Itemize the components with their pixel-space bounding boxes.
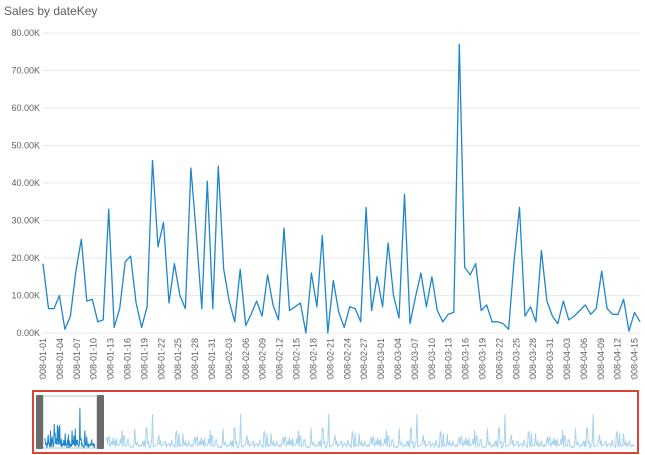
x-tick-label: 2008-02-03 xyxy=(224,338,234,380)
x-axis-ticks: 2008-01-01 2008-01-04 2008-01-07 2008-01-10… xyxy=(38,338,640,380)
x-tick-label: 2008-01-13 xyxy=(106,338,116,380)
x-tick-label: 2008-02-21 xyxy=(325,338,335,380)
y-tick-label: 20.00K xyxy=(11,253,40,263)
x-tick-label: 2008-01-16 xyxy=(123,338,133,380)
x-tick-label: 2008-03-25 xyxy=(511,338,521,380)
x-tick-label: 2008-03-07 xyxy=(410,338,420,380)
x-tick-label: 2008-02-15 xyxy=(292,338,302,380)
x-tick-label: 2008-01-07 xyxy=(72,338,82,380)
x-tick-label: 2008-01-01 xyxy=(38,338,48,380)
x-tick-label: 2008-04-12 xyxy=(613,338,623,380)
x-tick-label: 2008-04-03 xyxy=(562,338,572,380)
x-tick-label: 2008-02-24 xyxy=(342,338,352,380)
navigator-right-handle[interactable] xyxy=(97,395,104,449)
x-tick-label: 2008-02-09 xyxy=(258,338,268,380)
x-tick-label: 2008-01-04 xyxy=(55,338,65,380)
x-tick-label: 2008-02-12 xyxy=(275,338,285,380)
sales-series-line xyxy=(42,43,641,334)
y-tick-label: 50.00K xyxy=(11,141,40,151)
x-tick-label: 2008-04-06 xyxy=(579,338,589,380)
x-tick-label: 2008-01-28 xyxy=(190,338,200,380)
x-tick-label: 2008-02-18 xyxy=(308,338,318,380)
navigator-left-handle[interactable] xyxy=(36,395,43,449)
x-tick-label: 2008-01-19 xyxy=(139,338,149,380)
x-tick-label: 2008-01-22 xyxy=(156,338,166,380)
x-tick-label: 2008-03-04 xyxy=(393,338,403,380)
x-tick-label: 2008-03-19 xyxy=(477,338,487,380)
x-tick-label: 2008-01-10 xyxy=(89,338,99,380)
x-tick-label: 2008-01-25 xyxy=(173,338,183,380)
x-tick-label: 2008-02-27 xyxy=(359,338,369,380)
x-tick-label: 2008-04-15 xyxy=(630,338,640,380)
y-tick-label: 60.00K xyxy=(11,103,40,113)
x-tick-label: 2008-03-10 xyxy=(427,338,437,380)
y-tick-label: 30.00K xyxy=(11,216,40,226)
series-layer xyxy=(42,43,641,334)
x-tick-label: 2008-03-28 xyxy=(528,338,538,380)
y-axis-ticks: 0.00K 10.00K 20.00K 30.00K 40.00K 50.00K 60.00… xyxy=(11,28,40,338)
x-tick-label: 2008-01-31 xyxy=(207,338,217,380)
x-tick-label: 2008-04-09 xyxy=(596,338,606,380)
main-line-chart: 0.00K 10.00K 20.00K 30.00K 40.00K 50.00K 60.00… xyxy=(11,28,641,380)
x-tick-label: 2008-03-31 xyxy=(545,338,555,380)
navigator-overview-series xyxy=(105,414,635,450)
y-tick-label: 80.00K xyxy=(11,28,40,38)
x-tick-label: 2008-03-13 xyxy=(444,338,454,380)
navigator-highlight-border xyxy=(32,390,639,454)
x-tick-label: 2008-03-22 xyxy=(494,338,504,380)
y-tick-label: 10.00K xyxy=(11,291,40,301)
navigator-overview-line xyxy=(105,414,635,450)
y-tick-label: 70.00K xyxy=(11,66,40,76)
x-tick-label: 2008-03-01 xyxy=(376,338,386,380)
x-tick-label: 2008-03-16 xyxy=(461,338,471,380)
y-tick-label: 0.00K xyxy=(16,328,40,338)
navigator-focus-series xyxy=(44,407,96,450)
x-tick-label: 2008-02-06 xyxy=(241,338,251,380)
y-tick-label: 40.00K xyxy=(11,178,40,188)
navigator-focus-line xyxy=(44,407,96,450)
chart-title: Sales by dateKey xyxy=(4,4,98,18)
